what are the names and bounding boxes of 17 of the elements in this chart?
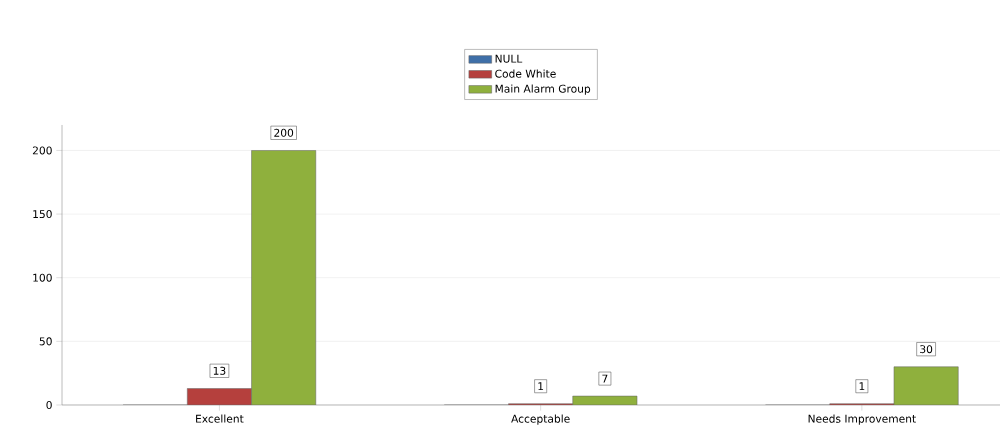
data-label: 13 xyxy=(213,366,226,375)
y-tick-label: 200 xyxy=(32,146,52,155)
data-label: 1 xyxy=(538,382,544,391)
x-tick-label: Acceptable xyxy=(511,414,570,425)
x-tick-label: Needs Improvement xyxy=(808,414,916,425)
data-label: 200 xyxy=(274,128,294,137)
y-tick-label: 0 xyxy=(46,400,52,410)
data-label: 30 xyxy=(920,345,933,354)
data-label: 1 xyxy=(859,382,865,391)
data-label: 7 xyxy=(602,374,608,383)
legend-label: Code White xyxy=(495,69,556,78)
legend-label: NULL xyxy=(495,54,523,63)
y-tick-label: 50 xyxy=(39,337,52,346)
x-tick-label: Excellent xyxy=(196,414,244,423)
y-tick-label: 100 xyxy=(33,273,52,282)
y-tick-label: 150 xyxy=(33,210,52,219)
legend-label: Main Alarm Group xyxy=(495,84,591,95)
